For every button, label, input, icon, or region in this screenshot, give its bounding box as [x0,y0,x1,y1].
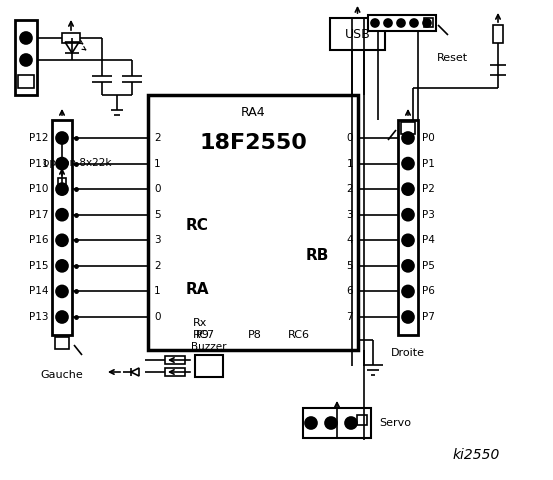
Circle shape [345,417,357,429]
Text: P9: P9 [196,330,210,340]
Bar [357,415,367,425]
Circle shape [325,417,337,429]
Text: option 8x22k: option 8x22k [43,158,111,168]
Circle shape [397,19,405,27]
Text: P15: P15 [29,261,48,271]
Bar [58,178,66,193]
Circle shape [56,234,68,246]
Text: USB: USB [345,27,371,40]
Text: 2: 2 [346,184,353,194]
Text: 2: 2 [154,261,160,271]
Bar [18,75,34,88]
Text: 3: 3 [154,235,160,245]
Bar [195,355,223,377]
Text: 0: 0 [347,133,353,143]
Text: 2: 2 [154,133,160,143]
Text: 4: 4 [346,235,353,245]
Bar [303,408,371,438]
Text: 1: 1 [154,158,160,168]
Circle shape [56,311,68,323]
Circle shape [410,19,418,27]
Circle shape [402,260,414,272]
Text: 1: 1 [346,158,353,168]
Circle shape [402,286,414,298]
Circle shape [305,417,317,429]
Text: P16: P16 [29,235,48,245]
Text: RC6: RC6 [288,330,310,340]
Text: 5: 5 [154,210,160,220]
Bar [165,368,185,376]
Circle shape [20,54,32,66]
Text: P14: P14 [29,287,48,297]
Bar [424,18,433,27]
Bar [368,15,436,31]
Text: RB: RB [306,248,330,263]
Bar [62,33,80,43]
Bar [148,95,358,350]
Text: P11: P11 [29,158,48,168]
Text: P8: P8 [248,330,262,340]
Circle shape [56,132,68,144]
Circle shape [56,209,68,221]
Text: P5: P5 [422,261,435,271]
Text: P2: P2 [422,184,435,194]
Text: P6: P6 [422,287,435,297]
Bar [330,18,385,50]
Text: Servo: Servo [379,418,411,428]
Bar [398,120,418,335]
Circle shape [402,234,414,246]
Circle shape [402,311,414,323]
Text: P7: P7 [422,312,435,322]
Text: P13: P13 [29,312,48,322]
Bar [165,356,185,364]
Bar [401,122,415,134]
Circle shape [402,132,414,144]
Text: P3: P3 [422,210,435,220]
Circle shape [402,157,414,169]
Text: 7: 7 [346,312,353,322]
Text: 5: 5 [346,261,353,271]
Text: P1: P1 [422,158,435,168]
Circle shape [384,19,392,27]
Text: RA4: RA4 [241,107,265,120]
Circle shape [20,32,32,44]
Text: Droite: Droite [391,348,425,358]
Text: 1: 1 [154,287,160,297]
Text: Rx: Rx [193,318,207,328]
Bar [493,25,503,43]
Circle shape [402,209,414,221]
Text: P10: P10 [29,184,48,194]
Text: Reset: Reset [437,53,468,63]
Text: P4: P4 [422,235,435,245]
Text: RA: RA [186,283,210,298]
Text: Buzzer: Buzzer [191,342,227,352]
Circle shape [371,19,379,27]
Circle shape [56,286,68,298]
Text: P12: P12 [29,133,48,143]
Bar [15,20,37,95]
Circle shape [423,19,431,27]
Text: RC: RC [186,217,209,232]
Text: P17: P17 [29,210,48,220]
Text: RC7: RC7 [193,330,215,340]
Text: 0: 0 [154,312,160,322]
Circle shape [402,183,414,195]
Bar [55,337,69,349]
Text: 0: 0 [154,184,160,194]
Bar [52,120,72,335]
Circle shape [56,157,68,169]
Text: 3: 3 [346,210,353,220]
Circle shape [56,183,68,195]
Text: 18F2550: 18F2550 [199,133,307,153]
Text: ki2550: ki2550 [452,448,500,462]
Text: Gauche: Gauche [40,370,84,380]
Text: P0: P0 [422,133,435,143]
Circle shape [56,260,68,272]
Text: 6: 6 [346,287,353,297]
